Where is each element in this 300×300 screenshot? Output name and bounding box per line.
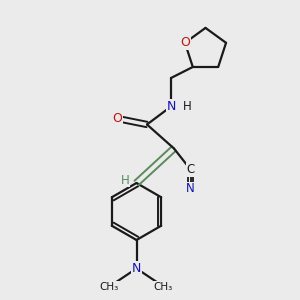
Text: H: H [121, 173, 130, 187]
Text: O: O [180, 36, 190, 49]
Text: N: N [166, 100, 176, 113]
Text: C: C [186, 163, 195, 176]
Text: H: H [183, 100, 192, 113]
Text: CH₃: CH₃ [154, 281, 173, 292]
Text: N: N [132, 262, 141, 275]
Text: CH₃: CH₃ [100, 281, 119, 292]
Text: N: N [186, 182, 195, 196]
Text: O: O [112, 112, 122, 125]
